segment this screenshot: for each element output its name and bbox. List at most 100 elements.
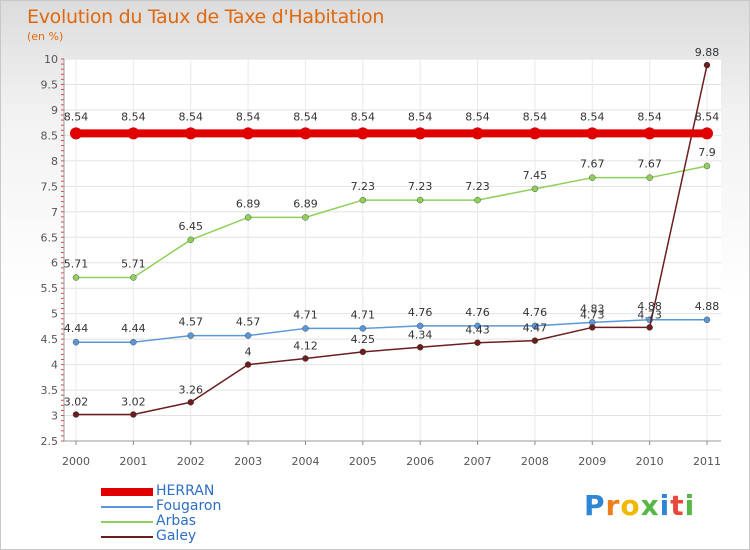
data-label-fougaron: 4.71 <box>351 308 376 321</box>
data-point-fougaron <box>703 316 711 323</box>
data-point-galey <box>130 411 137 418</box>
legend-label: Galey <box>156 528 197 544</box>
y-tick-label: 6 <box>51 257 58 270</box>
data-label-galey: 9.88 <box>695 46 720 59</box>
x-tick-label: 2010 <box>636 455 664 468</box>
y-tick-label: 5.5 <box>41 282 59 295</box>
logo-letter: r <box>605 489 621 522</box>
data-point-galey <box>474 339 481 346</box>
data-label-fougaron: 4.88 <box>637 300 662 313</box>
x-tick-label: 2002 <box>177 455 205 468</box>
data-label-herran: 8.54 <box>178 110 203 123</box>
data-point-fougaron <box>531 322 539 330</box>
data-label-galey: 4 <box>245 346 252 359</box>
data-point-galey <box>187 399 194 406</box>
x-tick-label: 2003 <box>234 455 262 468</box>
data-label-arbas: 7.67 <box>580 158 605 171</box>
data-point-herran <box>586 127 599 140</box>
data-point-arbas <box>416 196 424 204</box>
legend-swatch <box>101 521 153 523</box>
data-point-herran <box>184 127 197 140</box>
data-point-herran <box>356 127 369 140</box>
data-label-arbas: 7.45 <box>523 169 548 182</box>
data-label-herran: 8.54 <box>465 110 490 123</box>
y-tick-label: 4.5 <box>41 333 59 346</box>
data-label-arbas: 5.71 <box>121 258 146 271</box>
data-label-arbas: 7.67 <box>637 158 662 171</box>
data-label-herran: 8.54 <box>580 110 605 123</box>
data-point-herran <box>643 127 656 140</box>
legend-swatch <box>101 536 153 538</box>
logo-letter: t <box>670 489 685 522</box>
y-tick-label: 5 <box>51 308 58 321</box>
data-label-galey: 4.34 <box>408 328 433 341</box>
data-point-galey <box>359 348 367 356</box>
data-point-fougaron <box>244 332 252 339</box>
x-tick-label: 2006 <box>406 455 434 468</box>
x-tick-label: 2001 <box>119 455 147 468</box>
data-point-arbas <box>531 185 539 193</box>
legend-label: HERRAN <box>156 483 215 499</box>
data-point-galey <box>416 344 424 351</box>
data-point-arbas <box>130 274 137 281</box>
logo-letter: o <box>620 489 641 522</box>
data-label-arbas: 7.23 <box>351 180 376 193</box>
y-tick-label: 3.5 <box>41 384 59 397</box>
x-tick-label: 2008 <box>521 455 549 468</box>
data-point-arbas <box>302 214 309 221</box>
data-label-galey: 4.12 <box>293 339 318 352</box>
data-point-herran <box>528 127 541 140</box>
data-label-herran: 8.54 <box>408 110 433 123</box>
x-tick-label: 2000 <box>62 455 90 468</box>
data-label-herran: 8.54 <box>121 110 146 123</box>
y-tick-label: 6.5 <box>41 231 59 244</box>
logo-letter: P <box>584 489 606 522</box>
data-label-galey: 3.26 <box>178 383 203 396</box>
data-point-arbas <box>244 214 252 221</box>
data-label-arbas: 7.23 <box>465 180 490 193</box>
data-point-herran <box>70 127 82 140</box>
logo-letter: x <box>640 489 660 522</box>
data-label-galey: 3.02 <box>121 396 146 409</box>
data-label-galey: 4.73 <box>580 308 605 321</box>
legend-item-fougaron: Fougaron <box>101 499 251 515</box>
series-line-arbas <box>76 165 708 279</box>
data-point-galey <box>302 355 309 362</box>
x-tick-label: 2004 <box>291 455 319 468</box>
data-point-arbas <box>589 174 596 181</box>
y-tick-label: 7.5 <box>41 180 59 193</box>
data-point-galey <box>72 411 80 418</box>
data-label-herran: 8.54 <box>236 110 261 123</box>
legend-swatch <box>101 488 153 496</box>
data-point-arbas <box>72 274 80 281</box>
data-point-herran <box>242 127 255 140</box>
y-tick-label: 7 <box>51 206 58 219</box>
data-label-arbas: 6.89 <box>293 197 318 210</box>
data-label-fougaron: 4.76 <box>465 306 490 319</box>
data-point-arbas <box>187 236 194 244</box>
data-label-arbas: 6.45 <box>178 220 203 233</box>
data-label-galey: 4.43 <box>465 324 490 337</box>
data-label-galey: 4.47 <box>523 322 548 335</box>
y-tick-label: 10 <box>44 53 58 66</box>
data-point-herran <box>471 127 484 140</box>
data-label-herran: 8.54 <box>351 110 376 123</box>
y-tick-label: 8.5 <box>41 129 59 142</box>
proxiti-logo: Proxiti <box>584 489 695 522</box>
data-label-herran: 8.54 <box>523 110 548 123</box>
y-tick-label: 9 <box>51 104 58 117</box>
data-label-herran: 8.54 <box>293 110 318 123</box>
y-tick-label: 2.5 <box>41 435 59 448</box>
data-label-fougaron: 4.44 <box>121 322 146 335</box>
data-point-fougaron <box>187 332 194 339</box>
data-point-arbas <box>646 174 653 181</box>
data-point-arbas <box>359 196 367 204</box>
data-label-fougaron: 4.71 <box>293 308 318 321</box>
data-label-fougaron: 4.76 <box>408 306 433 319</box>
y-tick-label: 8 <box>51 155 58 168</box>
data-point-fougaron <box>474 322 481 330</box>
plot-area <box>64 59 721 441</box>
data-label-fougaron: 4.83 <box>580 302 605 315</box>
y-tick-label: 3 <box>51 410 58 423</box>
